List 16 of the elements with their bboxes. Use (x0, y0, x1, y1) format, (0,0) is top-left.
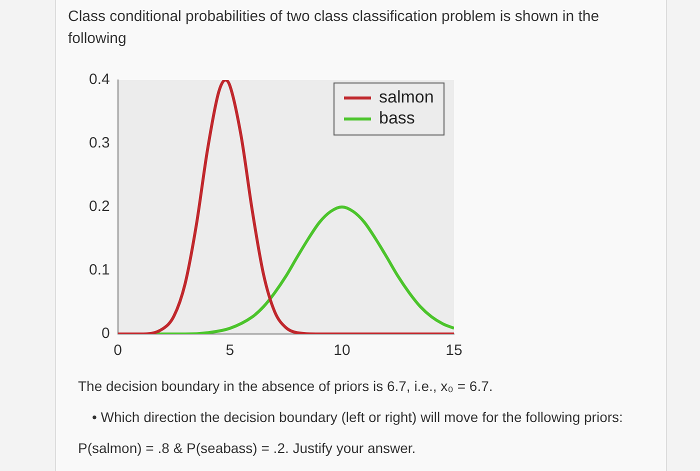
legend-label: salmon (379, 88, 434, 107)
text: • Which direction the decision boundary (left or right) will move for the following priors: (91, 408, 624, 427)
x-tick-label: 15 (446, 342, 462, 360)
line-series (118, 80, 454, 334)
x-tick-label: 5 (226, 342, 234, 360)
y-tick-label: 0.3 (88, 134, 110, 152)
x-tick-label: 10 (334, 342, 350, 360)
text: P(salmon) = .8 & P(seabass) = .2. Justify your answer. (78, 439, 417, 458)
y-tick-label: 0.4 (88, 71, 110, 88)
legend-label: bass (379, 108, 415, 128)
chart-title: Class conditional probabilities of two class classification problem is shown in the following (68, 7, 600, 49)
y-tick-label: 0.1 (88, 262, 110, 279)
y-tick-label: 0.2 (88, 198, 110, 216)
x-tick-label: 0 (114, 342, 122, 360)
y-tick-label: 0 (102, 325, 110, 342)
text: The decision boundary in the absence of priors is 6.7, i.e., x₀ = 6.7. (78, 377, 494, 396)
